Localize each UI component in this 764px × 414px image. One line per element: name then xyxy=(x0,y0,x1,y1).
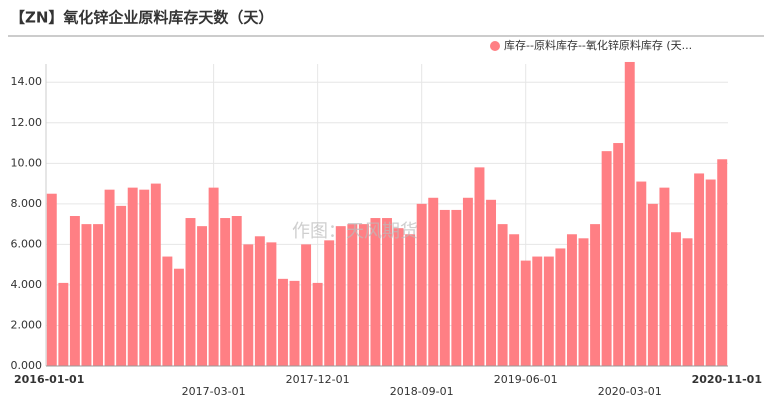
bar xyxy=(439,209,450,366)
bar xyxy=(127,187,138,366)
bar xyxy=(289,280,300,366)
watermark: 作图：天风期货 xyxy=(292,221,418,242)
legend-swatch xyxy=(490,41,500,51)
bar xyxy=(682,238,693,366)
bar xyxy=(636,181,647,366)
bar xyxy=(393,228,404,366)
y-tick-label: 8.000 xyxy=(11,197,43,210)
bar xyxy=(624,61,635,367)
bar xyxy=(58,282,69,366)
bar xyxy=(347,224,358,366)
bar xyxy=(185,218,196,366)
bar xyxy=(197,226,208,366)
bar xyxy=(162,256,173,366)
bar xyxy=(451,209,462,366)
bar xyxy=(116,205,127,366)
bar xyxy=(659,187,670,366)
bar xyxy=(647,203,658,366)
bar xyxy=(266,242,277,366)
bar xyxy=(81,224,92,366)
y-tick-label: 0.000 xyxy=(11,359,43,372)
bar xyxy=(613,143,624,366)
y-tick-label: 2.000 xyxy=(11,318,43,331)
bar xyxy=(578,238,589,366)
bar xyxy=(139,189,150,366)
bar xyxy=(509,234,520,366)
bar xyxy=(243,244,254,366)
bar xyxy=(486,199,497,366)
bar xyxy=(428,197,439,366)
chart-title: 【ZN】氧化锌企业原料库存天数（天） xyxy=(10,9,273,27)
legend-label: 库存--原料库存--氧化锌原料库存 (天... xyxy=(504,38,692,52)
y-tick-label: 4.000 xyxy=(11,278,43,291)
bar xyxy=(497,224,508,366)
x-tick-label: 2018-09-01 xyxy=(390,385,454,398)
y-tick-label: 14.00 xyxy=(11,75,43,88)
bar xyxy=(93,224,103,366)
bar xyxy=(301,244,312,366)
bar xyxy=(590,224,601,366)
bar xyxy=(69,216,80,366)
x-tick-label: 2017-03-01 xyxy=(182,385,246,398)
x-tick-label: 2019-06-01 xyxy=(494,373,558,386)
x-tick-label: 2016-01-01 xyxy=(14,373,84,386)
bar xyxy=(532,256,543,366)
bar xyxy=(405,234,416,366)
bar xyxy=(173,268,184,366)
bar xyxy=(254,236,265,366)
bar xyxy=(543,256,554,366)
bar xyxy=(370,218,381,366)
bar xyxy=(335,226,346,366)
bar xyxy=(277,278,288,366)
bar xyxy=(717,159,728,366)
bar xyxy=(220,218,231,366)
x-tick-label: 2020-11-01 xyxy=(692,373,762,386)
bar xyxy=(566,234,577,366)
bar xyxy=(601,151,612,366)
bar xyxy=(520,260,531,366)
bar xyxy=(46,193,57,366)
bar xyxy=(416,203,427,366)
bar xyxy=(555,248,566,366)
bar xyxy=(104,189,115,366)
bar xyxy=(705,179,716,366)
y-tick-label: 10.00 xyxy=(11,156,43,169)
bar xyxy=(208,187,219,366)
bar xyxy=(150,183,161,366)
x-tick-label: 2017-12-01 xyxy=(286,373,350,386)
x-tick-label: 2020-03-01 xyxy=(598,385,662,398)
bar xyxy=(382,218,392,366)
bar xyxy=(694,173,705,366)
bar xyxy=(312,282,323,366)
bar xyxy=(474,167,485,366)
bar xyxy=(324,240,335,366)
y-tick-label: 6.000 xyxy=(11,237,43,250)
bar xyxy=(671,232,681,366)
bar xyxy=(231,216,242,366)
bar xyxy=(462,197,473,366)
y-tick-label: 12.00 xyxy=(11,116,43,129)
bar xyxy=(358,224,369,366)
